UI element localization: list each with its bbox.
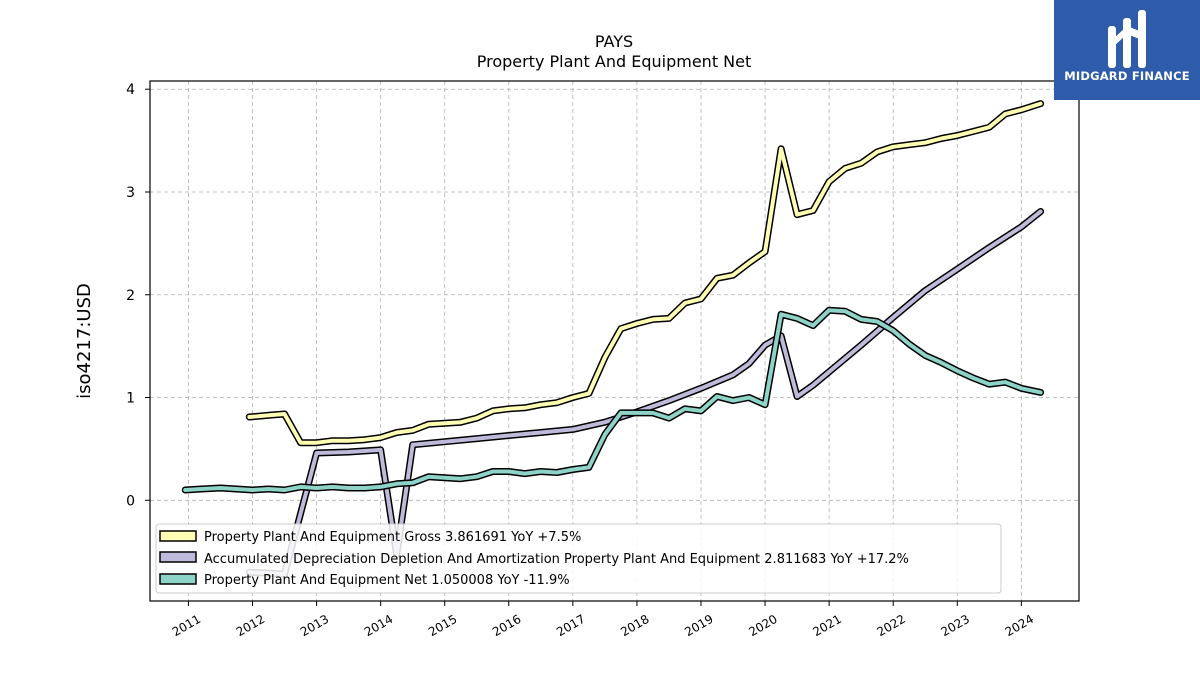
legend-swatch-net	[159, 573, 197, 585]
chart-subtitle: Property Plant And Equipment Net	[477, 52, 752, 71]
x-axis: 2011 2012 2013 2014 2015 2016 2017 2018 2019 2020…	[170, 601, 1036, 639]
x-tick-label: 2019	[682, 612, 715, 639]
x-tick-label: 2018	[618, 612, 651, 639]
x-tick-label: 2022	[874, 612, 907, 639]
x-tick-label: 2013	[298, 612, 331, 639]
y-tick-label: 3	[126, 185, 135, 201]
y-axis: 0 1 2 3 4	[126, 82, 150, 509]
series-1-line	[247, 209, 1043, 577]
x-tick-label: 2021	[810, 612, 843, 639]
legend-swatch-gross	[159, 530, 197, 542]
legend-swatch-accumulated-depreciation	[159, 551, 197, 563]
y-tick-label: 1	[126, 391, 135, 407]
legend-label-gross: Property Plant And Equipment Gross 3.861…	[204, 530, 581, 545]
grid	[150, 81, 1079, 601]
x-tick-label: 2011	[170, 612, 203, 639]
x-tick-label: 2012	[234, 612, 267, 639]
legend-box	[155, 523, 1002, 594]
x-tick-label: 2016	[490, 612, 523, 639]
series-1-outline	[245, 208, 1045, 578]
series-lines	[181, 100, 1045, 578]
midgard-finance-logo: MIDGARD FINANCE	[1054, 0, 1200, 100]
y-axis-label: iso4217:USD	[74, 283, 95, 399]
legend-label-accumulated-depreciation: Accumulated Depreciation Depletion And A…	[204, 552, 909, 567]
x-tick-label: 2014	[362, 612, 395, 639]
x-tick-label: 2015	[426, 612, 459, 639]
x-tick-label: 2023	[939, 612, 972, 639]
series-0-line	[247, 101, 1043, 445]
logo-mark-icon	[1108, 10, 1146, 68]
logo-text: MIDGARD FINANCE	[1064, 69, 1190, 83]
series-0-outline	[245, 100, 1045, 447]
series-2-line	[183, 308, 1043, 492]
legend-label-net: Property Plant And Equipment Net 1.05000…	[204, 573, 570, 588]
x-tick-label: 2017	[554, 612, 587, 639]
y-tick-label: 4	[126, 82, 135, 98]
chart-title: PAYS	[595, 32, 633, 51]
x-tick-label: 2024	[1003, 612, 1036, 639]
y-tick-label: 0	[126, 493, 135, 509]
x-tick-label: 2020	[746, 612, 779, 639]
y-tick-label: 2	[126, 288, 135, 304]
legend: Property Plant And Equipment Gross 3.861…	[155, 523, 1002, 594]
plot-area-frame	[149, 80, 1080, 602]
